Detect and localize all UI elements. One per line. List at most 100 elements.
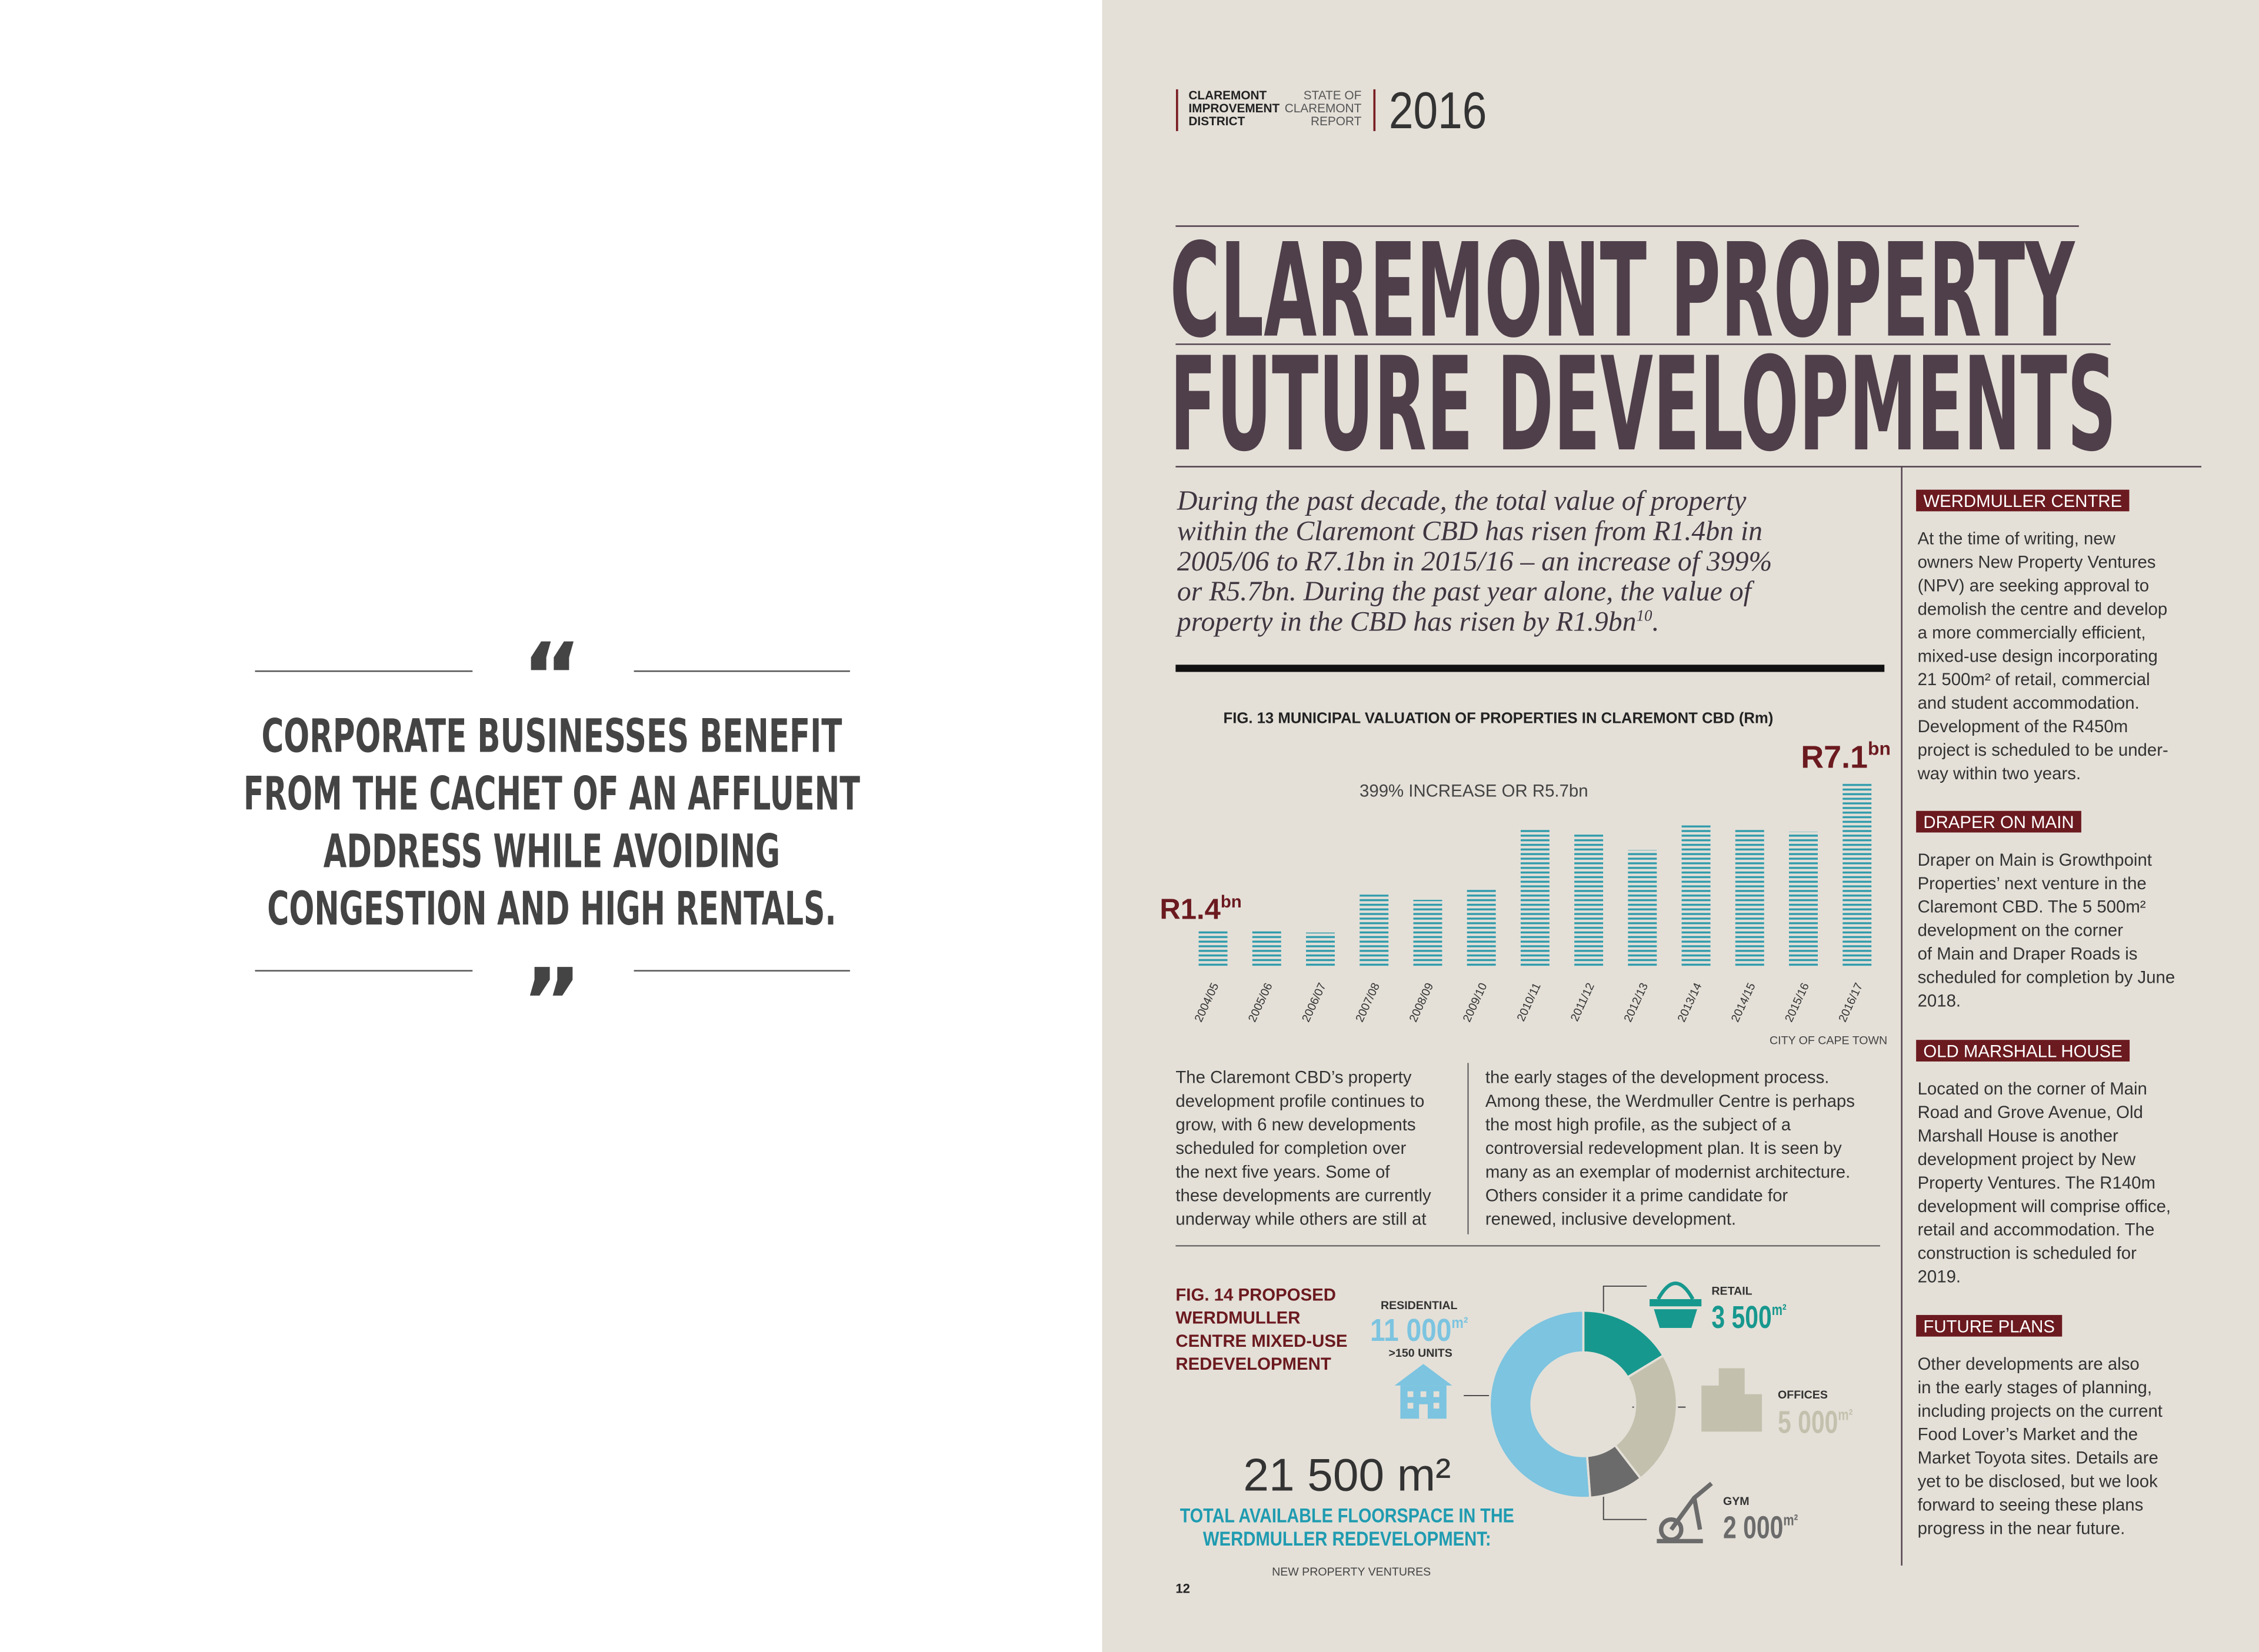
legend-label: OFFICES (1778, 1389, 1828, 1401)
org-name: CLAREMONT (1188, 89, 1267, 102)
sidebar-line: progress in the near future. (1918, 1518, 2125, 1538)
heading-box (1916, 1040, 2130, 1062)
body-line: these developments are currently (1175, 1186, 1431, 1205)
sidebar-line: 21 500m² of retail, commercial (1918, 670, 2150, 689)
legend-label: GYM (1723, 1495, 1750, 1508)
chart-title: REDEVELOPMENT (1175, 1354, 1331, 1374)
intro-end: . (1652, 606, 1659, 638)
sidebar-line: Other developments are also (1918, 1354, 2140, 1374)
sidebar-line: construction is scheduled for (1918, 1244, 2137, 1263)
sidebar-heading: WERDMULLER CENTRE (1923, 492, 2122, 511)
page-title: CLAREMONT PROPERTY (1170, 215, 2075, 366)
quote-mark: “ (521, 623, 582, 730)
heading-box (1916, 489, 2130, 512)
quote-line: CONGESTION AND HIGH RENTALS. (267, 882, 836, 936)
sidebar-line: project is scheduled to be under- (1918, 740, 2168, 760)
body-line: the most high profile, as the subject of… (1485, 1115, 1791, 1134)
report-name: REPORT (1311, 115, 1362, 128)
sidebar-line: forward to seeing these plans (1918, 1496, 2144, 1515)
bar (1252, 931, 1281, 968)
value-label: 5 000m² (1778, 1405, 1852, 1440)
sidebar-line: Food Lover’s Market and the (1918, 1425, 2138, 1444)
sidebar-line: Marshall House is another (1918, 1126, 2118, 1146)
bar (1520, 829, 1550, 968)
sidebar-line: Draper on Main is Growthpoint (1918, 850, 2152, 870)
bar (1467, 889, 1496, 968)
sidebar-line: of Main and Draper Roads is (1918, 945, 2138, 964)
quote-line: ADDRESS WHILE AVOIDING (324, 825, 780, 878)
body-line: development profile continues to (1175, 1092, 1424, 1111)
left-page (0, 0, 1102, 1652)
intro-line: within the Claremont CBD has risen from … (1177, 515, 1762, 546)
unit: bn (1221, 892, 1242, 912)
body-line: grow, with 6 new developments (1175, 1115, 1415, 1134)
sidebar-line: owners New Property Ventures (1918, 553, 2156, 572)
title-rules (1175, 225, 2202, 1566)
annotation: 399% INCREASE OR R5.7bn (1360, 781, 1588, 800)
bar (1628, 850, 1657, 968)
basket-icon (1650, 1281, 1702, 1328)
heading-box (1916, 1314, 2063, 1337)
sidebar-line: demolish the centre and develop (1918, 599, 2168, 619)
sidebar-line: development will comprise office, (1918, 1197, 2171, 1216)
unit: m² (1838, 1406, 1852, 1424)
sidebar-line: and student accommodation. (1918, 693, 2140, 713)
bar (1789, 832, 1818, 968)
bar (1574, 834, 1604, 968)
sidebar-line: retail and accommodation. The (1918, 1220, 2155, 1240)
sidebar-line: Claremont CBD. The 5 500m² (1918, 897, 2146, 917)
org-name: IMPROVEMENT (1188, 102, 1280, 115)
chart-title: CENTRE MIXED-USE (1175, 1331, 1347, 1351)
body-line: the early stages of the development proc… (1485, 1068, 1830, 1087)
end-label: R7.1bn (1801, 737, 1891, 775)
body-line: the next five years. Some of (1175, 1162, 1390, 1182)
bar (1842, 782, 1872, 968)
body-line: Among these, the Werdmuller Centre is pe… (1485, 1092, 1855, 1111)
sidebar-line: 2018. (1918, 991, 1961, 1010)
sidebar-line: Market Toyota sites. Details are (1918, 1449, 2158, 1468)
report-name: CLAREMONT (1285, 102, 1362, 115)
unit: m² (1772, 1301, 1787, 1319)
note: >150 UNITS (1389, 1347, 1452, 1360)
body-line: renewed, inclusive development. (1485, 1210, 1736, 1229)
sidebar-line: Development of the R450m (1918, 717, 2128, 736)
sidebar-line: including projects on the current (1918, 1401, 2163, 1421)
intro-line: During the past decade, the total value … (1177, 485, 1747, 516)
sidebar-line: development on the corner (1918, 921, 2124, 940)
total: 21 500 m² (1243, 1449, 1451, 1501)
quote-line: CORPORATE BUSINESSES BENEFIT (261, 709, 842, 763)
legend-label: RESIDENTIAL (1381, 1299, 1458, 1312)
sidebar-line: a more commercially efficient, (1918, 623, 2146, 642)
bar (1735, 829, 1764, 968)
body-line: Others consider it a prime candidate for (1485, 1186, 1788, 1205)
legend-label: RETAIL (1711, 1285, 1752, 1298)
sidebar-line: Road and Grove Avenue, Old (1918, 1103, 2143, 1122)
sidebar-line: Properties’ next venture in the (1918, 874, 2147, 893)
source: NEW PROPERTY VENTURES (1272, 1566, 1431, 1578)
quote-mark: ” (521, 949, 582, 1056)
sidebar-line: way within two years. (1917, 764, 2081, 783)
unit: bn (1868, 737, 1891, 759)
source: CITY OF CAPE TOWN (1770, 1034, 1887, 1047)
bar (1360, 895, 1389, 968)
sidebar-line: mixed-use design incorporating (1918, 646, 2158, 666)
chart-title: FIG. 14 PROPOSED (1175, 1285, 1336, 1304)
body-line: underway while others are still at (1175, 1210, 1426, 1229)
page-number: 12 (1175, 1581, 1190, 1596)
body-line: scheduled for completion over (1175, 1139, 1406, 1158)
bar (1681, 825, 1711, 968)
sidebar-line: Property Ventures. The R140m (1918, 1173, 2155, 1193)
sidebar-line: scheduled for completion by June (1918, 967, 2175, 987)
sidebar-heading: FUTURE PLANS (1923, 1317, 2055, 1336)
quote-rules (255, 670, 850, 972)
unit: m² (1451, 1314, 1468, 1331)
footnote: 10 (1637, 607, 1652, 625)
year: 2016 (1389, 81, 1487, 139)
subtitle: TOTAL AVAILABLE FLOORSPACE IN THE (1180, 1505, 1514, 1527)
subtitle: WERDMULLER REDEVELOPMENT: (1203, 1528, 1491, 1550)
intro-line: or R5.7bn. During the past year alone, t… (1177, 576, 1755, 607)
heading-box (1916, 810, 2081, 833)
sidebar-line: 2019. (1918, 1267, 1961, 1287)
sidebar-line: (NPV) are seeking approval to (1918, 576, 2150, 596)
